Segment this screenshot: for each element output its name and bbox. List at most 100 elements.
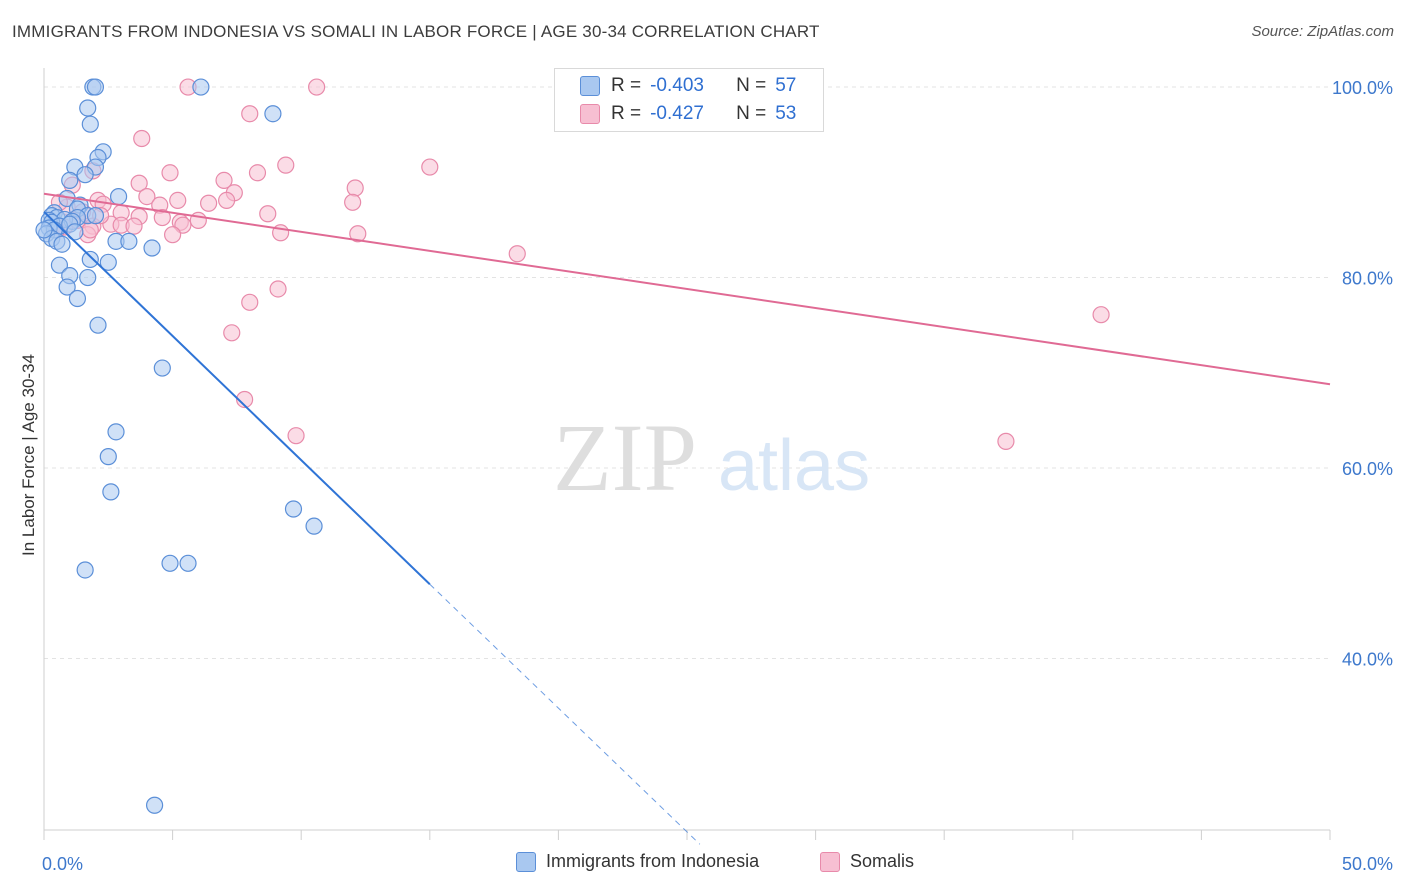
data-point[interactable] xyxy=(76,166,94,184)
data-point[interactable] xyxy=(1092,306,1110,324)
data-point[interactable] xyxy=(79,268,97,287)
data-point[interactable] xyxy=(421,158,439,176)
data-point[interactable] xyxy=(86,78,105,96)
data-point[interactable] xyxy=(50,256,69,274)
data-point[interactable] xyxy=(259,205,277,223)
data-point[interactable] xyxy=(346,179,364,197)
trend-line-somalis xyxy=(43,192,1331,386)
data-point[interactable] xyxy=(153,208,171,227)
data-point[interactable] xyxy=(145,796,164,814)
watermark: ZIP atlas xyxy=(553,404,870,511)
y-axis-label: In Labor Force | Age 30-34 xyxy=(19,354,38,556)
y-tick-label: 60.0% xyxy=(1342,459,1393,479)
data-point[interactable] xyxy=(200,194,218,212)
data-point[interactable] xyxy=(120,232,138,250)
data-point[interactable] xyxy=(68,289,87,308)
data-point[interactable] xyxy=(241,105,259,123)
data-point[interactable] xyxy=(107,423,125,441)
data-point[interactable] xyxy=(997,432,1015,450)
data-point[interactable] xyxy=(153,359,171,377)
stats-box: R = -0.403 N = 57 R = -0.427 N = 53 xyxy=(554,68,824,132)
trend-line-indonesia xyxy=(43,211,431,585)
data-point[interactable] xyxy=(236,390,254,409)
data-point[interactable] xyxy=(99,448,117,466)
r-label: R = xyxy=(611,75,642,96)
data-point[interactable] xyxy=(109,187,128,206)
data-point[interactable] xyxy=(179,554,197,572)
legend-swatch-indonesia xyxy=(516,851,536,872)
r-value: -0.427 xyxy=(650,103,704,124)
data-point[interactable] xyxy=(305,517,323,535)
stats-row-somalis: R = -0.427 N = 53 xyxy=(555,103,796,125)
trend-line-indonesia-extension xyxy=(429,583,701,845)
data-point[interactable] xyxy=(284,500,303,518)
n-value: 53 xyxy=(775,103,797,124)
somalis-swatch xyxy=(580,104,600,124)
data-point[interactable] xyxy=(223,324,241,342)
gridlines xyxy=(44,86,1330,660)
r-label: R = xyxy=(611,103,642,124)
y-tick-label: 40.0% xyxy=(1342,650,1393,670)
data-point[interactable] xyxy=(308,78,326,96)
data-point[interactable] xyxy=(344,193,362,211)
data-point[interactable] xyxy=(287,427,305,445)
data-point[interactable] xyxy=(99,253,117,271)
x-tick-label: 0.0% xyxy=(42,854,83,874)
data-point[interactable] xyxy=(215,171,233,189)
watermark-atlas: atlas xyxy=(718,426,870,506)
data-point[interactable] xyxy=(241,293,259,311)
data-point[interactable] xyxy=(76,561,94,579)
data-point[interactable] xyxy=(86,207,105,225)
legend-swatch-somalis xyxy=(820,851,840,872)
data-point[interactable] xyxy=(218,191,236,209)
data-point[interactable] xyxy=(53,235,71,253)
data-point[interactable] xyxy=(102,483,120,501)
y-tick-label: 80.0% xyxy=(1342,269,1393,289)
somalis-points xyxy=(48,78,1110,450)
data-point[interactable] xyxy=(269,280,287,298)
r-value: -0.403 xyxy=(650,75,704,96)
legend-label: Somalis xyxy=(850,851,915,871)
data-point[interactable] xyxy=(349,225,367,243)
data-point[interactable] xyxy=(61,171,79,189)
trend-lines xyxy=(43,192,1331,845)
data-point[interactable] xyxy=(264,105,282,123)
data-point[interactable] xyxy=(143,239,161,257)
n-label: N = xyxy=(736,75,767,96)
data-point[interactable] xyxy=(66,223,84,241)
data-point[interactable] xyxy=(125,217,143,235)
legend-item-indonesia[interactable]: Immigrants from Indonesia xyxy=(516,851,759,872)
y-tick-label: 100.0% xyxy=(1332,78,1393,98)
source-credit: Source: ZipAtlas.com xyxy=(1251,23,1394,40)
chart-title: IMMIGRANTS FROM INDONESIA VS SOMALI IN L… xyxy=(12,22,820,41)
indonesia-swatch xyxy=(580,76,600,96)
legend-item-somalis[interactable]: Somalis xyxy=(820,851,914,872)
data-point[interactable] xyxy=(58,278,76,296)
data-point[interactable] xyxy=(81,221,99,239)
data-point[interactable] xyxy=(161,554,179,572)
legend-label: Immigrants from Indonesia xyxy=(546,851,760,871)
data-point[interactable] xyxy=(81,115,99,133)
axes xyxy=(43,68,1331,840)
data-point[interactable] xyxy=(35,221,53,239)
data-point[interactable] xyxy=(79,99,97,117)
data-point[interactable] xyxy=(138,187,156,206)
data-point[interactable] xyxy=(133,129,151,148)
data-point[interactable] xyxy=(81,250,99,269)
data-point[interactable] xyxy=(508,245,526,263)
data-point[interactable] xyxy=(130,174,148,192)
data-point[interactable] xyxy=(161,164,179,182)
data-point[interactable] xyxy=(277,156,295,174)
data-point[interactable] xyxy=(169,191,187,209)
x-tick-label: 50.0% xyxy=(1342,854,1393,874)
indonesia-points xyxy=(35,78,323,814)
data-point[interactable] xyxy=(89,316,107,334)
stats-row-indonesia: R = -0.403 N = 57 xyxy=(555,75,796,97)
tick-labels: 100.0% 80.0% 60.0% 40.0% 0.0% 50.0% xyxy=(42,78,1393,874)
data-point[interactable] xyxy=(192,78,210,96)
data-point[interactable] xyxy=(248,164,267,182)
n-value: 57 xyxy=(775,75,797,96)
data-point[interactable] xyxy=(164,226,182,244)
watermark-zip: ZIP xyxy=(553,404,697,511)
